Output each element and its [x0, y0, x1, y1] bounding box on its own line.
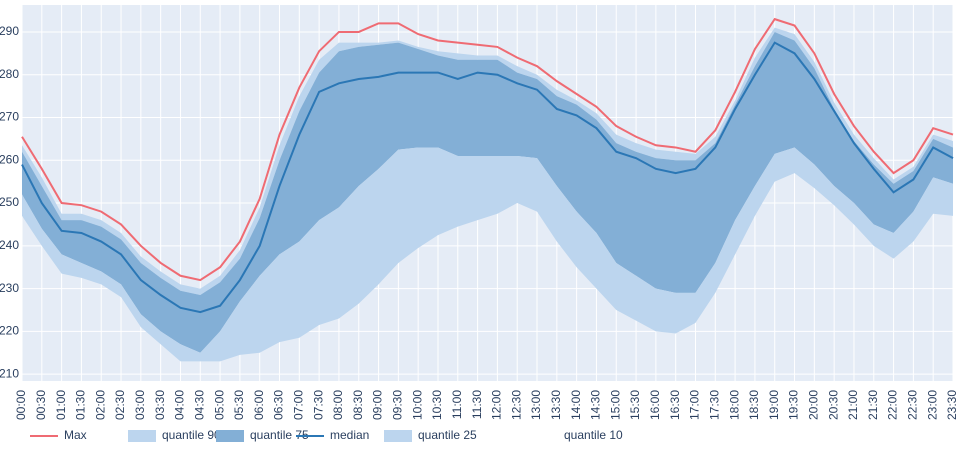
- y-tick-label: 250: [0, 195, 19, 209]
- y-tick-label: 240: [0, 238, 19, 252]
- x-tick-label: 21:00: [846, 390, 860, 420]
- x-tick-label: 14:00: [569, 390, 583, 420]
- x-tick-label: 17:30: [707, 390, 721, 420]
- x-tick-label: 21:30: [866, 390, 880, 420]
- x-tick-label: 12:30: [509, 390, 523, 420]
- lines: [21, 17, 954, 314]
- x-tick-label: 19:00: [767, 390, 781, 420]
- x-tick-label: 01:30: [74, 390, 88, 420]
- x-tick-label: 03:30: [153, 390, 167, 420]
- quantile-band: [22, 31, 953, 353]
- legend-label: quantile 10: [564, 428, 623, 442]
- y-tick-label: 290: [0, 24, 19, 38]
- x-tick-label: 14:30: [589, 390, 603, 420]
- y-tick-label: 230: [0, 281, 19, 295]
- x-tick-label: 08:30: [351, 390, 365, 420]
- x-tick-label: 11:30: [470, 390, 484, 419]
- x-tick-label: 03:00: [133, 390, 147, 420]
- x-tick-label: 22:00: [886, 390, 900, 420]
- x-tick-label: 15:30: [628, 390, 642, 420]
- x-tick-label: 09:00: [371, 390, 385, 420]
- x-tick-label: 13:30: [549, 390, 563, 420]
- x-tick-label: 20:30: [826, 390, 840, 420]
- y-tick-label: 260: [0, 152, 19, 166]
- x-tick-label: 06:00: [252, 390, 266, 420]
- x-tick-label: 02:30: [113, 390, 127, 420]
- x-tick-label: 19:30: [787, 390, 801, 420]
- y-tick-label: 210: [0, 366, 19, 380]
- legend-label: Max: [64, 428, 87, 442]
- x-tick-label: 17:00: [688, 390, 702, 420]
- x-tick-label: 07:30: [311, 390, 325, 420]
- x-tick-label: 20:00: [807, 390, 821, 420]
- series-line: [21, 17, 954, 282]
- x-tick-label: 18:30: [747, 390, 761, 420]
- x-tick-label: 23:00: [925, 390, 939, 420]
- x-tick-label: 04:00: [173, 390, 187, 420]
- legend-label: quantile 75: [250, 428, 309, 442]
- x-tick-label: 00:00: [14, 390, 28, 420]
- y-tick-label: 270: [0, 110, 19, 124]
- x-tick-label: 12:00: [490, 390, 504, 420]
- legend-label: quantile 25: [418, 428, 477, 442]
- x-tick-label: 23:30: [945, 390, 959, 420]
- x-tick-label: 15:00: [608, 390, 622, 420]
- legend-symbol: [216, 430, 244, 442]
- x-tick-label: 16:00: [648, 390, 662, 420]
- x-tick-label: 06:30: [272, 390, 286, 420]
- x-tick-label: 00:30: [34, 390, 48, 420]
- x-tick-label: 16:30: [668, 390, 682, 420]
- x-tick-label: 10:30: [430, 390, 444, 420]
- x-tick-label: 04:30: [192, 390, 206, 420]
- quantile-band: [22, 147, 953, 362]
- x-tick-label: 10:00: [410, 390, 424, 420]
- legend: Max quantile 90 quantile 75 median quantile …: [30, 428, 623, 442]
- legend-symbol: [384, 430, 412, 442]
- x-tick-label: 05:30: [232, 390, 246, 420]
- x-tick-label: 18:00: [727, 390, 741, 420]
- y-tick-label: 220: [0, 324, 19, 338]
- legend-symbol: [128, 430, 156, 442]
- x-tick-label: 02:00: [93, 390, 107, 420]
- x-tick-label: 09:30: [391, 390, 405, 420]
- x-tick-label: 22:30: [906, 390, 920, 420]
- bands: [22, 27, 953, 362]
- x-tick-label: 08:00: [331, 390, 345, 420]
- legend-label: median: [330, 428, 369, 442]
- x-tick-label: 01:00: [54, 390, 68, 420]
- x-tick-label: 05:00: [212, 390, 226, 420]
- x-tick-label: 07:00: [291, 390, 305, 420]
- labels: 210 220 230 240 250 260 270 280 290 00:00 00:30 01:…: [0, 24, 959, 420]
- x-tick-label: 11:00: [450, 390, 464, 419]
- legend-label: quantile 90: [162, 428, 221, 442]
- x-tick-label: 13:00: [529, 390, 543, 420]
- series-line: [21, 41, 954, 314]
- y-tick-label: 280: [0, 67, 19, 81]
